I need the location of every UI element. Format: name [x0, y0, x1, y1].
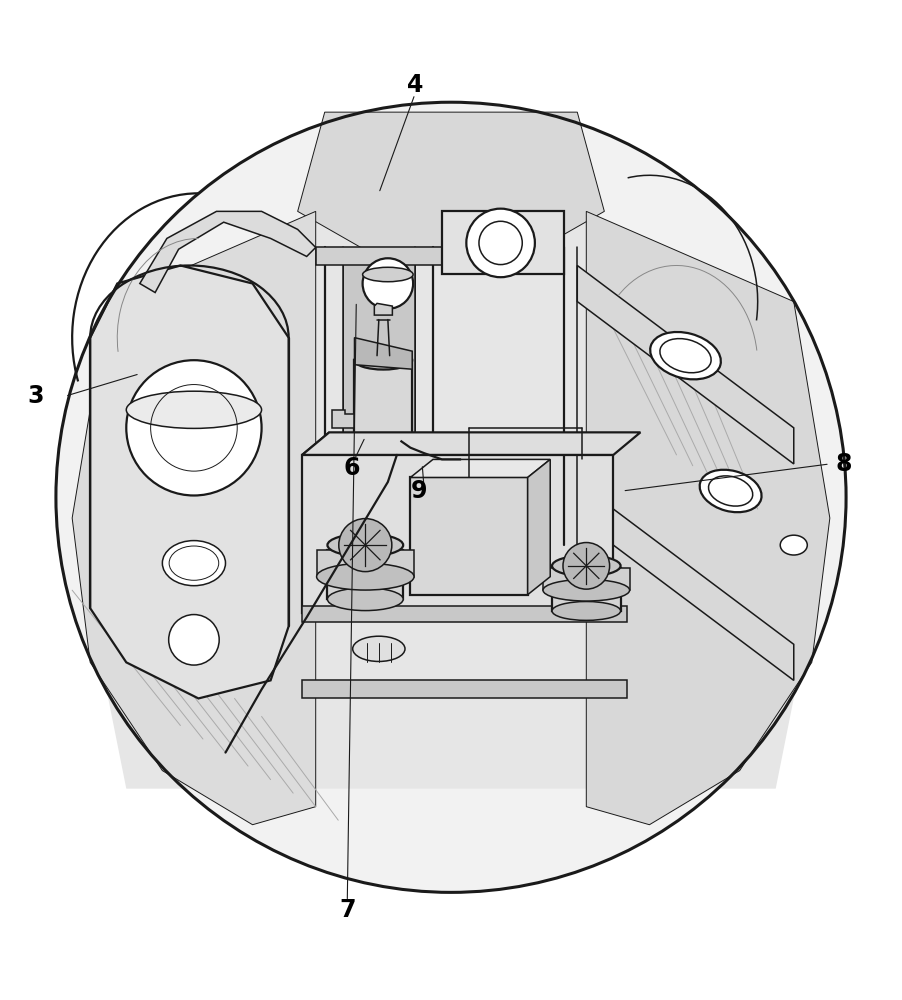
Ellipse shape — [650, 332, 721, 379]
Polygon shape — [586, 211, 830, 825]
Polygon shape — [528, 459, 550, 595]
Polygon shape — [332, 410, 354, 428]
Ellipse shape — [126, 391, 262, 428]
Circle shape — [56, 102, 846, 892]
Bar — [302, 455, 613, 613]
Text: 9: 9 — [411, 479, 428, 503]
Ellipse shape — [353, 636, 405, 661]
Polygon shape — [72, 211, 316, 825]
Bar — [543, 568, 630, 590]
Polygon shape — [90, 265, 289, 698]
Ellipse shape — [327, 588, 403, 611]
Bar — [552, 568, 621, 611]
Ellipse shape — [354, 351, 412, 370]
Ellipse shape — [700, 470, 761, 512]
Polygon shape — [316, 247, 442, 265]
Circle shape — [466, 209, 535, 277]
Circle shape — [563, 543, 610, 589]
Ellipse shape — [552, 556, 621, 576]
Polygon shape — [298, 112, 604, 247]
Bar — [302, 606, 627, 622]
Polygon shape — [354, 338, 412, 369]
Ellipse shape — [780, 535, 807, 555]
Polygon shape — [577, 265, 794, 464]
Polygon shape — [374, 303, 392, 315]
Ellipse shape — [162, 541, 226, 586]
Polygon shape — [302, 432, 640, 455]
Ellipse shape — [552, 602, 621, 620]
Ellipse shape — [543, 579, 630, 601]
Polygon shape — [72, 211, 830, 789]
Polygon shape — [410, 459, 550, 477]
Bar — [354, 360, 412, 446]
Text: 6: 6 — [344, 456, 360, 480]
Bar — [410, 477, 528, 595]
Circle shape — [169, 615, 219, 665]
Polygon shape — [577, 482, 794, 680]
Polygon shape — [442, 211, 564, 274]
Circle shape — [126, 360, 262, 495]
Text: 8: 8 — [835, 452, 851, 476]
Bar — [343, 247, 415, 500]
Ellipse shape — [327, 534, 403, 556]
Circle shape — [363, 258, 413, 309]
Bar — [317, 550, 414, 577]
Polygon shape — [140, 211, 316, 293]
Text: 7: 7 — [339, 898, 355, 922]
Ellipse shape — [363, 267, 413, 282]
Circle shape — [339, 519, 391, 572]
Bar — [327, 550, 403, 599]
Bar — [302, 680, 627, 698]
Text: 3: 3 — [28, 384, 44, 408]
Ellipse shape — [317, 563, 414, 590]
Polygon shape — [302, 432, 329, 613]
Text: 4: 4 — [407, 73, 423, 97]
